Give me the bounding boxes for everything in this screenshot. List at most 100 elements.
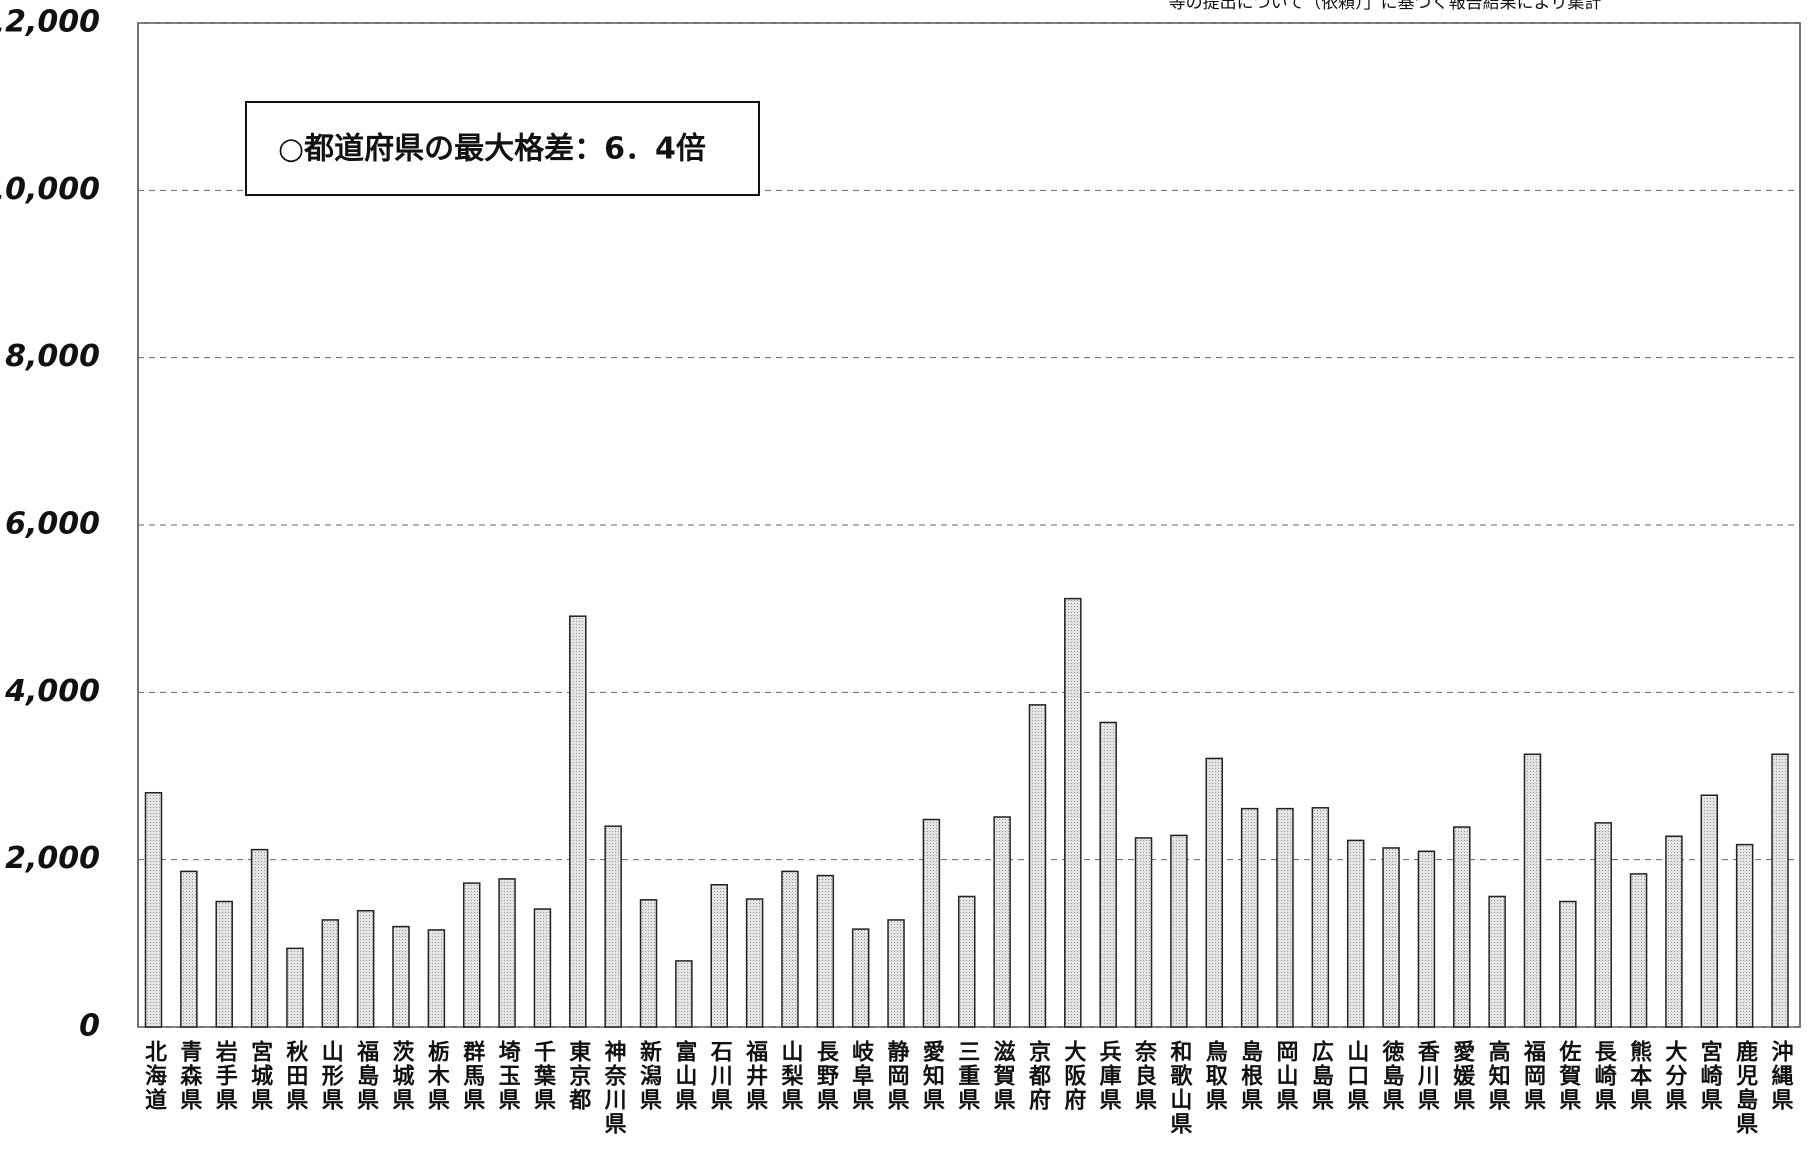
y-tick-label: 6,000 (5, 507, 100, 542)
annotation-box (245, 101, 760, 196)
bar (1665, 835, 1683, 1028)
x-tick-label: 福島県 (353, 1040, 380, 1112)
x-tick-label: 熊本県 (1626, 1039, 1652, 1112)
x-tick-label: 長崎県 (1591, 1040, 1617, 1112)
y-tick-label: 4,000 (4, 674, 100, 709)
x-tick-label: 静岡県 (884, 1039, 910, 1112)
x-tick-label: 岩手県 (212, 1040, 239, 1112)
bar (1346, 839, 1365, 1028)
bar (1523, 753, 1542, 1028)
x-tick-label: 大阪府 (1060, 1040, 1086, 1112)
bar (1382, 847, 1400, 1028)
x-tick-label: 埼玉県 (495, 1040, 521, 1112)
x-tick-label: 新潟県 (636, 1039, 662, 1112)
bar (1488, 895, 1506, 1028)
bar (710, 884, 728, 1028)
x-tick-label: 香川県 (1414, 1040, 1441, 1112)
x-tick-label: 千葉県 (530, 1040, 557, 1112)
bar (321, 919, 340, 1028)
bar (1629, 873, 1648, 1028)
annotation-text: ○都道府県の最大格差：6．4倍 (278, 132, 706, 167)
bar (286, 947, 304, 1028)
x-tick-label: 群馬県 (459, 1039, 485, 1112)
bar (392, 925, 410, 1028)
x-tick-label: 北海道 (141, 1040, 167, 1112)
bar (1170, 834, 1188, 1028)
y-tick-label: 12,000 (0, 5, 100, 40)
bar (1028, 704, 1047, 1028)
x-tick-label: 神奈川県 (601, 1039, 628, 1136)
x-tick-label: 栃木県 (424, 1040, 451, 1112)
x-tick-label: 岐阜県 (848, 1040, 874, 1112)
bar (1771, 753, 1789, 1028)
x-tick-label: 鹿児島県 (1732, 1039, 1759, 1136)
bar (1134, 837, 1153, 1028)
x-tick-label: 和歌山県 (1166, 1040, 1192, 1136)
bar (1417, 850, 1436, 1028)
bar (604, 825, 622, 1028)
bar (215, 900, 233, 1028)
bar (816, 874, 835, 1028)
x-tick-label: 大分県 (1661, 1040, 1687, 1112)
x-tick-label: 富山県 (671, 1039, 697, 1112)
bar (1735, 843, 1754, 1028)
x-tick-label: 岡山県 (1272, 1040, 1298, 1112)
bar (781, 870, 799, 1028)
bar (1559, 900, 1577, 1028)
x-tick-label: 福井県 (742, 1040, 769, 1112)
x-tick-label: 茨城県 (389, 1040, 415, 1112)
x-tick-label: 石川県 (707, 1040, 734, 1112)
bar (462, 882, 481, 1028)
bar (1064, 597, 1082, 1028)
x-tick-label: 高知県 (1485, 1039, 1511, 1112)
x-tick-label: 東京都 (565, 1040, 592, 1112)
bar (993, 816, 1011, 1028)
source-note: 等の提出について（依頼）」に基づく報告結果により集計 (1169, 0, 1602, 13)
bar (1099, 721, 1117, 1028)
bar (180, 870, 198, 1028)
x-tick-label: 福岡県 (1520, 1040, 1547, 1112)
x-tick-label: 山形県 (318, 1040, 344, 1112)
bar (745, 898, 764, 1028)
x-tick-label: 沖縄県 (1768, 1040, 1794, 1112)
x-tick-label: 佐賀県 (1555, 1039, 1582, 1112)
bar (1205, 757, 1224, 1028)
y-tick-label: 2,000 (5, 841, 100, 876)
x-tick-label: 兵庫県 (1096, 1040, 1122, 1112)
x-tick-label: 秋田県 (282, 1040, 308, 1112)
bar (1453, 826, 1471, 1028)
bar (1594, 822, 1612, 1028)
x-tick-label: 島根県 (1237, 1039, 1263, 1112)
bar (533, 908, 552, 1028)
y-tick-label: 10,000 (0, 172, 100, 207)
x-tick-label: 愛媛県 (1449, 1039, 1475, 1112)
x-tick-label: 京都府 (1025, 1039, 1052, 1112)
bar (1311, 807, 1330, 1028)
y-tick-label: 0 (79, 1009, 100, 1044)
x-tick-label: 宮城県 (247, 1039, 273, 1112)
bar (427, 929, 446, 1028)
bar (1276, 807, 1294, 1028)
x-tick-label: 鳥取県 (1202, 1039, 1228, 1112)
bar (958, 895, 976, 1028)
x-tick-label: 三重県 (954, 1040, 980, 1112)
bar (356, 909, 375, 1028)
x-tick-label: 青森県 (176, 1040, 202, 1112)
bar (1240, 807, 1259, 1028)
x-tick-label: 広島県 (1308, 1039, 1334, 1112)
bar (851, 928, 870, 1028)
bar (639, 899, 658, 1028)
bar (922, 818, 941, 1028)
x-tick-label: 山口県 (1343, 1040, 1369, 1112)
bar (498, 878, 516, 1028)
x-tick-label: 奈良県 (1131, 1039, 1158, 1112)
x-tick-label: 滋賀県 (990, 1039, 1017, 1112)
x-tick-label: 愛知県 (919, 1039, 945, 1112)
x-tick-label: 徳島県 (1379, 1039, 1406, 1112)
bar (675, 960, 693, 1028)
y-tick-label: 8,000 (5, 339, 100, 374)
bar (569, 615, 587, 1028)
x-tick-label: 長野県 (813, 1040, 839, 1112)
